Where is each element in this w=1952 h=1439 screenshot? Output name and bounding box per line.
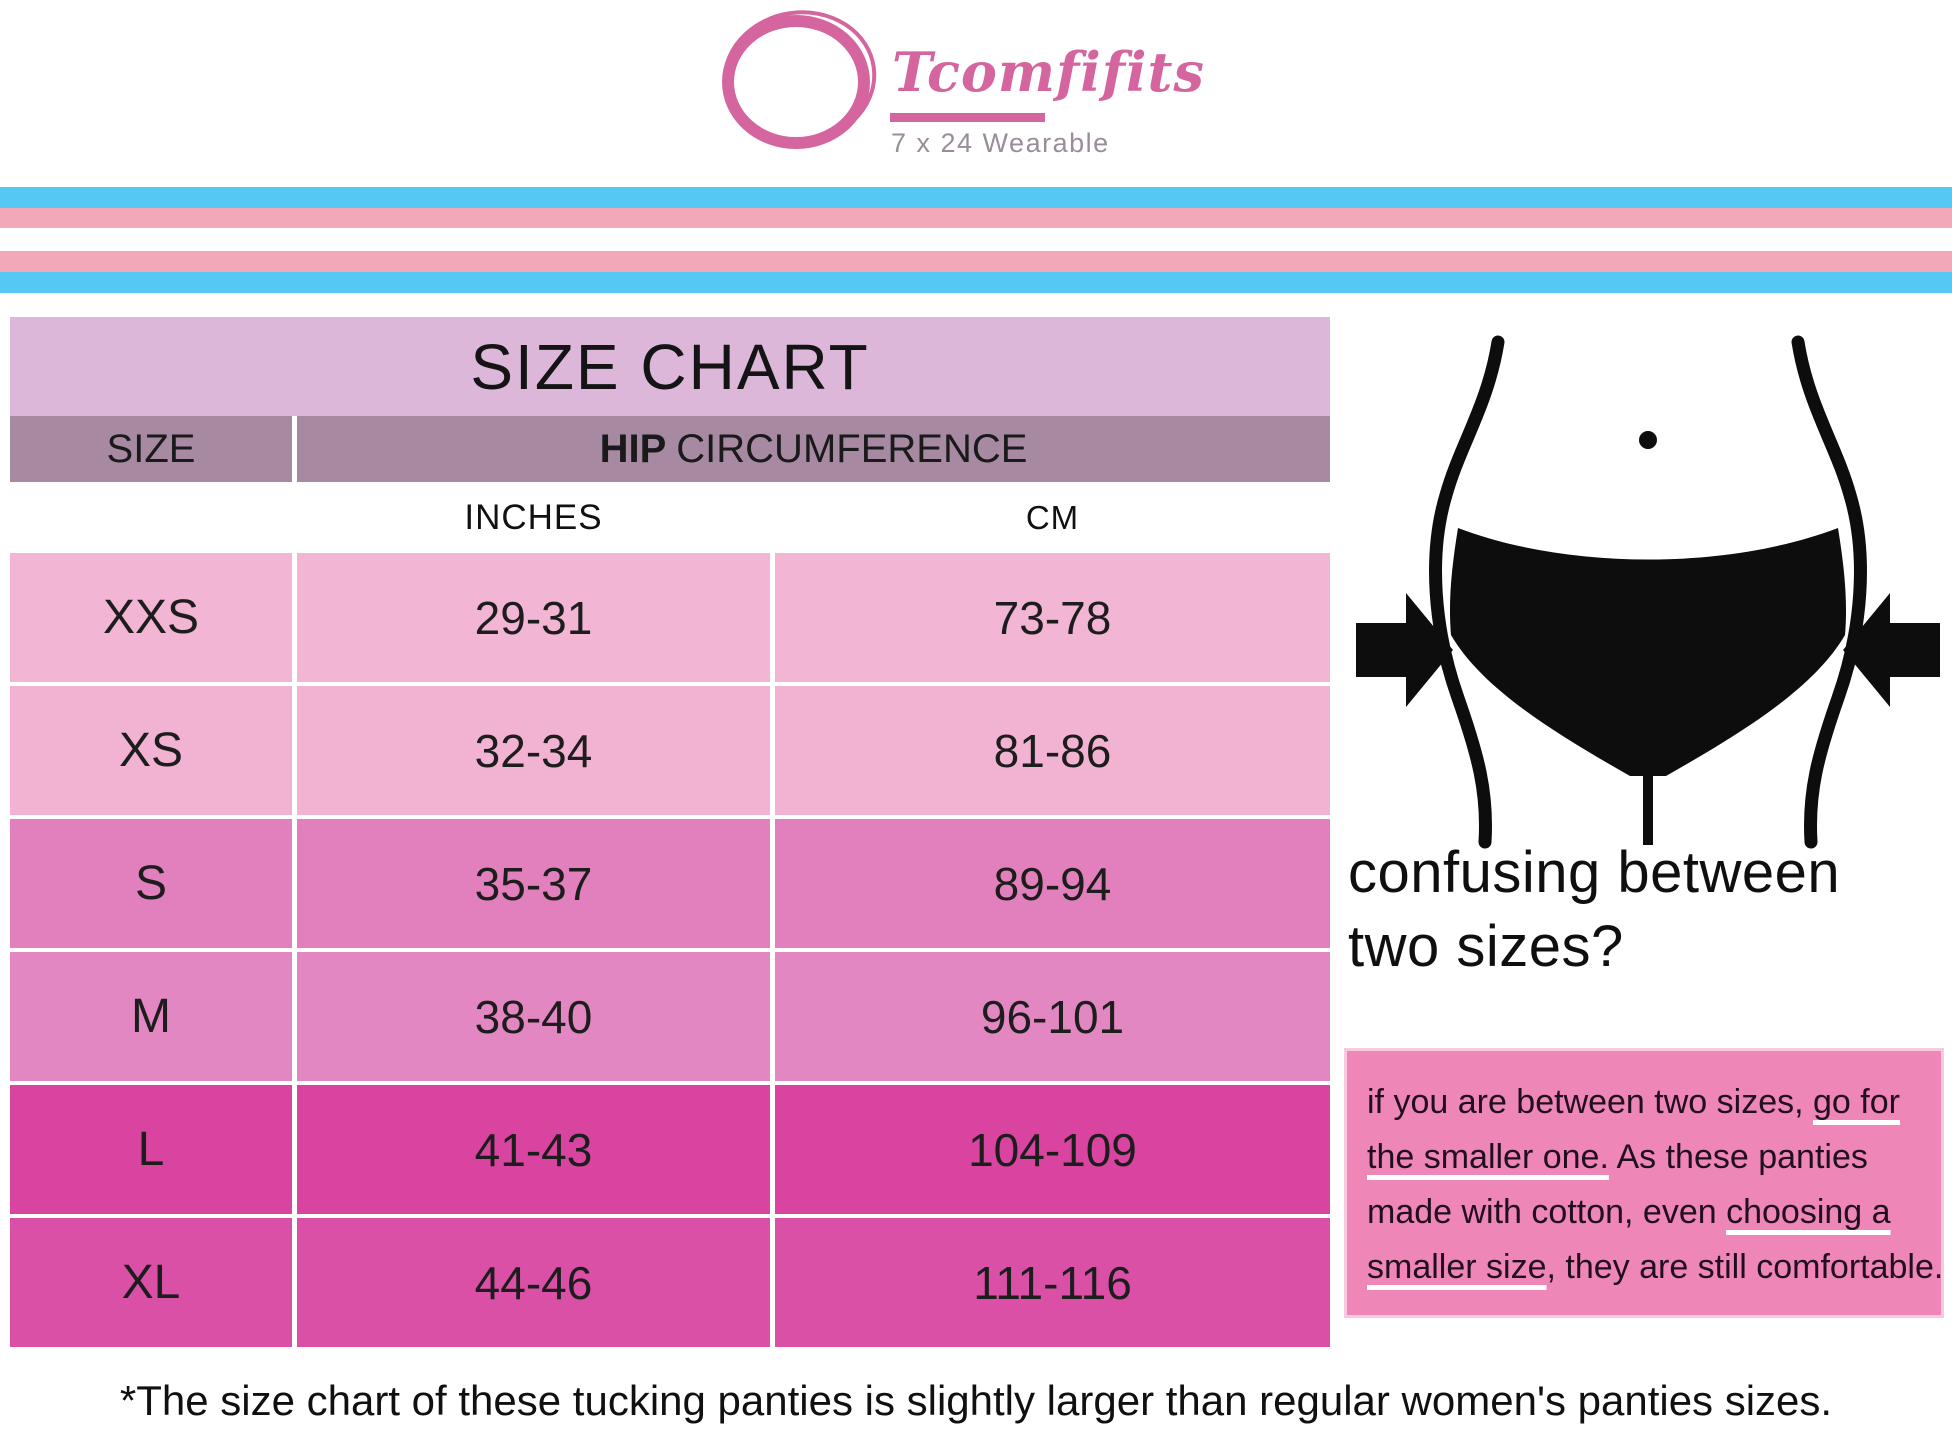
flag-stripe-pink-top — [0, 208, 1952, 228]
brand-ring-icon — [722, 10, 877, 149]
brand-name: Tcomfifits — [892, 40, 1205, 104]
hip-figure-illustration — [1348, 330, 1948, 855]
row-size-label: L — [10, 1085, 292, 1214]
row-size-label: M — [10, 952, 292, 1081]
tip-text: if you are between two sizes, — [1367, 1083, 1814, 1121]
tip-text: As these panties — [1608, 1138, 1868, 1176]
row-cm-value: 73-78 — [775, 553, 1330, 682]
confusing-heading: confusing between two sizes? — [1348, 836, 1948, 984]
tip-text-line: made with cotton, even choosing a — [1367, 1185, 1923, 1240]
tip-underlined-text: smaller size — [1367, 1248, 1547, 1286]
navel-dot — [1639, 431, 1657, 449]
row-cm-value: 81-86 — [775, 686, 1330, 815]
brand-logo: Tcomfifits 7 x 24 Wearable — [700, 6, 1260, 158]
tip-underlined-text: the smaller one. — [1367, 1138, 1609, 1176]
table-title: SIZE CHART — [10, 317, 1330, 416]
row-cm-value: 104-109 — [775, 1085, 1330, 1214]
table-row: XXS 29-31 73-78 — [10, 553, 1330, 682]
units-empty-cell — [10, 482, 292, 553]
header-hip-bold: HIP — [599, 426, 667, 471]
row-inches-value: 44-46 — [297, 1218, 770, 1347]
row-inches-value: 35-37 — [297, 819, 770, 948]
hip-figure-icon — [1356, 335, 1940, 849]
header-hip-circumference: HIP CIRCUMFERENCE — [297, 416, 1330, 482]
table-header-row: SIZE HIP CIRCUMFERENCE — [10, 416, 1330, 482]
table-row: L 41-43 104-109 — [10, 1085, 1330, 1214]
table-units-row: INCHES CM — [10, 482, 1330, 553]
row-cm-value: 111-116 — [775, 1218, 1330, 1347]
right-arrow-icon — [1843, 593, 1940, 707]
row-size-label: XL — [10, 1218, 292, 1347]
row-inches-value: 41-43 — [297, 1085, 770, 1214]
left-arrow-icon — [1356, 593, 1453, 707]
brand-tagline: 7 x 24 Wearable — [891, 128, 1110, 158]
table-body: XXS 29-31 73-78 XS 32-34 81-86 S 35-37 89-94 M 38-… — [10, 553, 1330, 1347]
units-inches: INCHES — [464, 497, 603, 537]
tip-text-line: if you are between two sizes, go for — [1367, 1075, 1923, 1130]
row-cm-value: 89-94 — [775, 819, 1330, 948]
confusing-heading-line1: confusing between — [1348, 840, 1841, 905]
row-size-label: S — [10, 819, 292, 948]
header-circumference: CIRCUMFERENCE — [676, 426, 1028, 471]
tip-text-line: the smaller one. As these panties — [1367, 1130, 1923, 1185]
tip-underlined-text: go for — [1813, 1083, 1900, 1121]
units-cm: CM — [1025, 498, 1080, 536]
flag-stripe-blue-bottom — [0, 272, 1952, 293]
row-inches-value: 38-40 — [297, 952, 770, 1081]
panty-shape — [1449, 528, 1847, 776]
row-size-label: XXS — [10, 553, 292, 682]
size-chart-table: SIZE CHART SIZE HIP CIRCUMFERENCE INCHES… — [10, 317, 1330, 1347]
table-row: S 35-37 89-94 — [10, 819, 1330, 948]
brand-underline-bar — [890, 113, 1045, 122]
table-row: XL 44-46 111-116 — [10, 1218, 1330, 1347]
header-size: SIZE — [10, 416, 292, 482]
confusing-heading-line2: two sizes? — [1348, 914, 1624, 979]
flag-stripe-blue-top — [0, 187, 1952, 208]
tip-text-line: smaller size, they are still comfortable… — [1367, 1240, 1943, 1295]
tip-text: , they are still comfortable. — [1546, 1248, 1944, 1286]
tip-underlined-text: choosing a — [1726, 1193, 1891, 1231]
row-cm-value: 96-101 — [775, 952, 1330, 1081]
row-inches-value: 29-31 — [297, 553, 770, 682]
footnote: *The size chart of these tucking panties… — [119, 1377, 1833, 1424]
table-row: M 38-40 96-101 — [10, 952, 1330, 1081]
row-size-label: XS — [10, 686, 292, 815]
size-tip-box: if you are between two sizes, go for the … — [1344, 1048, 1944, 1318]
tip-text: made with cotton, even — [1367, 1193, 1727, 1231]
table-row: XS 32-34 81-86 — [10, 686, 1330, 815]
flag-stripe-pink-bottom — [0, 251, 1952, 272]
row-inches-value: 32-34 — [297, 686, 770, 815]
